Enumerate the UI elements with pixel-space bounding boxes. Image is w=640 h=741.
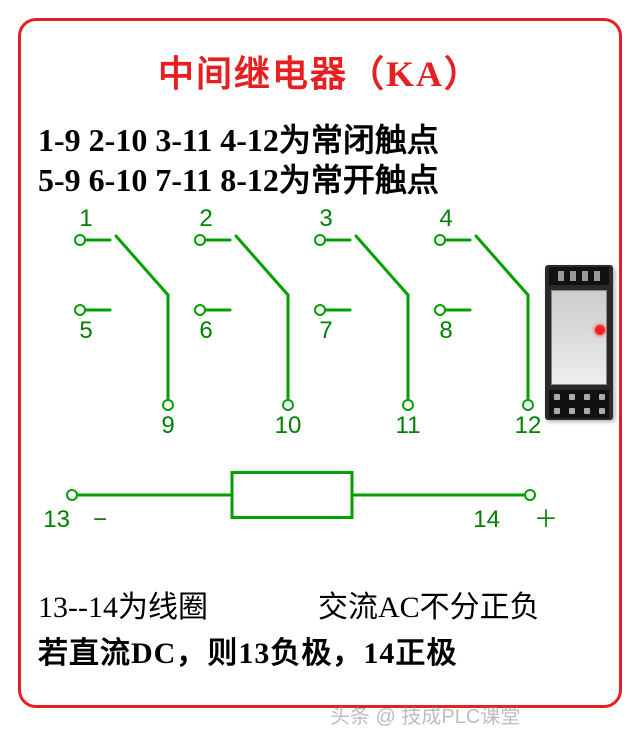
svg-text:1: 1 [79,205,92,232]
watermark-text: 头条 @ 技成PLC课堂 [330,700,520,729]
svg-text:3: 3 [319,205,332,232]
svg-text:＋: ＋ [534,506,558,533]
svg-text:5: 5 [79,317,92,344]
svg-text:11: 11 [396,412,421,439]
svg-text:6: 6 [199,317,212,344]
coil-label-text: 13--14为线圈 [38,582,208,626]
svg-text:7: 7 [319,317,332,344]
relay-photo [545,265,613,420]
svg-text:9: 9 [161,412,174,439]
dc-note-text: 若直流DC，则13负极，14正极 [38,628,457,672]
svg-text:10: 10 [275,412,302,439]
ac-note-text: 交流AC不分正负 [318,582,540,626]
svg-text:−: − [93,506,107,533]
svg-text:12: 12 [515,412,542,439]
svg-text:14: 14 [473,506,500,533]
svg-text:8: 8 [439,317,452,344]
svg-text:13: 13 [43,506,70,533]
svg-text:4: 4 [439,205,452,232]
svg-text:2: 2 [199,205,212,232]
